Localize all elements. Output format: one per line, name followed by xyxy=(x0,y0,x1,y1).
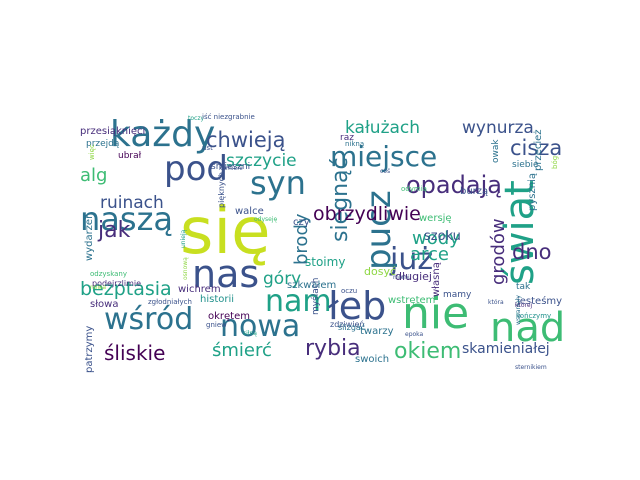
word-szoku: szoku xyxy=(424,229,461,244)
word-zglodnialych: zgłodniałych xyxy=(148,298,192,306)
word-nasza: naszą xyxy=(80,200,173,238)
word-cloud: się każdy pod syn naszą nas nam wśród no… xyxy=(80,105,565,375)
word-ktora: która xyxy=(488,299,504,306)
word-arce: arce xyxy=(410,244,450,265)
word-cos: coś xyxy=(380,168,391,175)
word-silna: siłną xyxy=(243,330,257,337)
word-gniew: gniew xyxy=(206,321,227,329)
word-mamy: mamy xyxy=(443,290,472,300)
word-obrzydliwie: obrzydliwie xyxy=(313,203,421,225)
word-sternikiem: sternikiem xyxy=(515,364,547,371)
word-nad: nad xyxy=(490,305,566,351)
word-kamieni: kamieni xyxy=(219,165,243,172)
word-toczy: toczy xyxy=(188,115,205,122)
word-unieja: unieją xyxy=(180,229,187,248)
word-patrzymy: patrzymy xyxy=(84,325,95,373)
word-smieszni: śmieszni xyxy=(211,162,251,172)
word-dno: dno xyxy=(512,240,552,264)
word-slizgac: ślizgać xyxy=(338,323,366,332)
word-pysznia: pysznią xyxy=(527,173,538,211)
word-twarzy: twarzy xyxy=(360,326,394,337)
word-syn: syn xyxy=(250,164,306,202)
word-nam: nam xyxy=(265,284,332,319)
word-epoka: epoka xyxy=(405,331,424,338)
word-cisza: cisza xyxy=(510,136,563,160)
word-wynurza: wynurza xyxy=(462,118,534,138)
word-przejda: przejdą xyxy=(86,139,120,149)
word-sie: się xyxy=(180,195,271,269)
word-wydarzen: wydarzeń xyxy=(84,212,95,261)
word-mieni: mieni xyxy=(393,274,410,281)
word-jestesmy: jesteśmy xyxy=(517,296,563,307)
word-siegnac: sięgnąć xyxy=(328,157,353,242)
word-juz: już xyxy=(390,242,434,277)
word-bog: bóg xyxy=(551,155,559,169)
word-przesiaknieci: przesiąknięci xyxy=(80,126,146,137)
word-grodow: grodów xyxy=(488,218,509,285)
word-odzyskany: odzyskany xyxy=(90,270,127,278)
word-pieknych: pięknych xyxy=(217,171,226,208)
word-zdziwien: zdziwień xyxy=(330,320,365,329)
word-ktorej: której xyxy=(515,302,533,309)
word-historii: historii xyxy=(200,294,235,305)
word-siebie: siebie xyxy=(512,160,539,170)
word-nas: nas xyxy=(192,252,260,296)
word-ubral: ubrał xyxy=(118,151,142,161)
word-nie: nie xyxy=(402,288,470,339)
word-wsrod: wśród xyxy=(104,302,194,337)
word-wersje: wersję xyxy=(419,213,452,224)
word-isc-niezgrabnie: iść niezgrabnie xyxy=(202,113,255,121)
word-wichrem: wichrem xyxy=(178,284,221,295)
word-bezptasia: bezptasia xyxy=(80,278,172,300)
word-opadaja: opadają xyxy=(406,171,502,199)
word-szkwalem: szkwałem xyxy=(287,280,337,291)
word-rybia: rybia xyxy=(305,336,361,361)
word-podejrzlimie: podejrzlimie xyxy=(92,279,142,288)
word-owak: owak xyxy=(491,139,501,163)
word-tak: tak xyxy=(516,282,531,292)
word-leb: łeb xyxy=(328,284,387,328)
word-smierc: śmierć xyxy=(212,340,272,361)
word-wspanialy: wspaniały xyxy=(515,295,522,325)
word-okiem: okiem xyxy=(394,339,462,364)
word-osnowa: osnową xyxy=(182,257,189,280)
word-wiec: więc xyxy=(88,144,96,160)
word-walce: walce xyxy=(235,206,264,217)
word-ust: ust xyxy=(202,144,213,152)
word-wody: wody xyxy=(412,228,460,249)
word-kazdy: każdy xyxy=(110,114,216,155)
word-czy: czy xyxy=(293,217,310,228)
word-stoimy: stoimy xyxy=(305,255,346,269)
word-pod: pod xyxy=(164,149,228,189)
word-sliskie: śliskie xyxy=(104,341,166,365)
word-slowa: słowa xyxy=(90,299,119,310)
word-myslach: myślach xyxy=(311,277,321,315)
word-jak: jak xyxy=(98,218,131,243)
word-nowa: nowa xyxy=(220,309,301,344)
word-odyseje: odyseję xyxy=(254,216,278,223)
word-dosyc: dosyć xyxy=(364,265,397,278)
word-oczu: oczu xyxy=(341,287,358,295)
word-skamienialej: skamieniałej xyxy=(462,341,550,357)
word-alg: alg xyxy=(80,165,108,186)
word-wstretem: wstrętem xyxy=(388,295,436,306)
word-ruinach: ruinach xyxy=(100,193,164,213)
word-odymia: odymią xyxy=(401,185,427,193)
word-konczymy: kończymy xyxy=(516,312,552,320)
word-burza: burzą xyxy=(460,186,489,197)
word-szczycie: szczycie xyxy=(226,151,297,171)
word-wlasna: własną xyxy=(431,262,442,297)
word-miejsce: miejsce xyxy=(330,140,438,173)
word-kaluzach: kałużach xyxy=(345,118,421,138)
word-chwieja: chwieją xyxy=(206,128,286,152)
word-nowa-small: nowa xyxy=(90,284,107,291)
word-okretem: okrętem xyxy=(208,311,250,322)
word-gory: góry xyxy=(263,269,302,289)
word-raz: raz xyxy=(340,133,354,143)
word-dlugiej: długiej xyxy=(395,270,432,283)
word-swoich: swoich xyxy=(355,354,390,365)
word-nikna: nikną xyxy=(345,140,365,148)
word-przeciez: przecież xyxy=(533,129,544,171)
